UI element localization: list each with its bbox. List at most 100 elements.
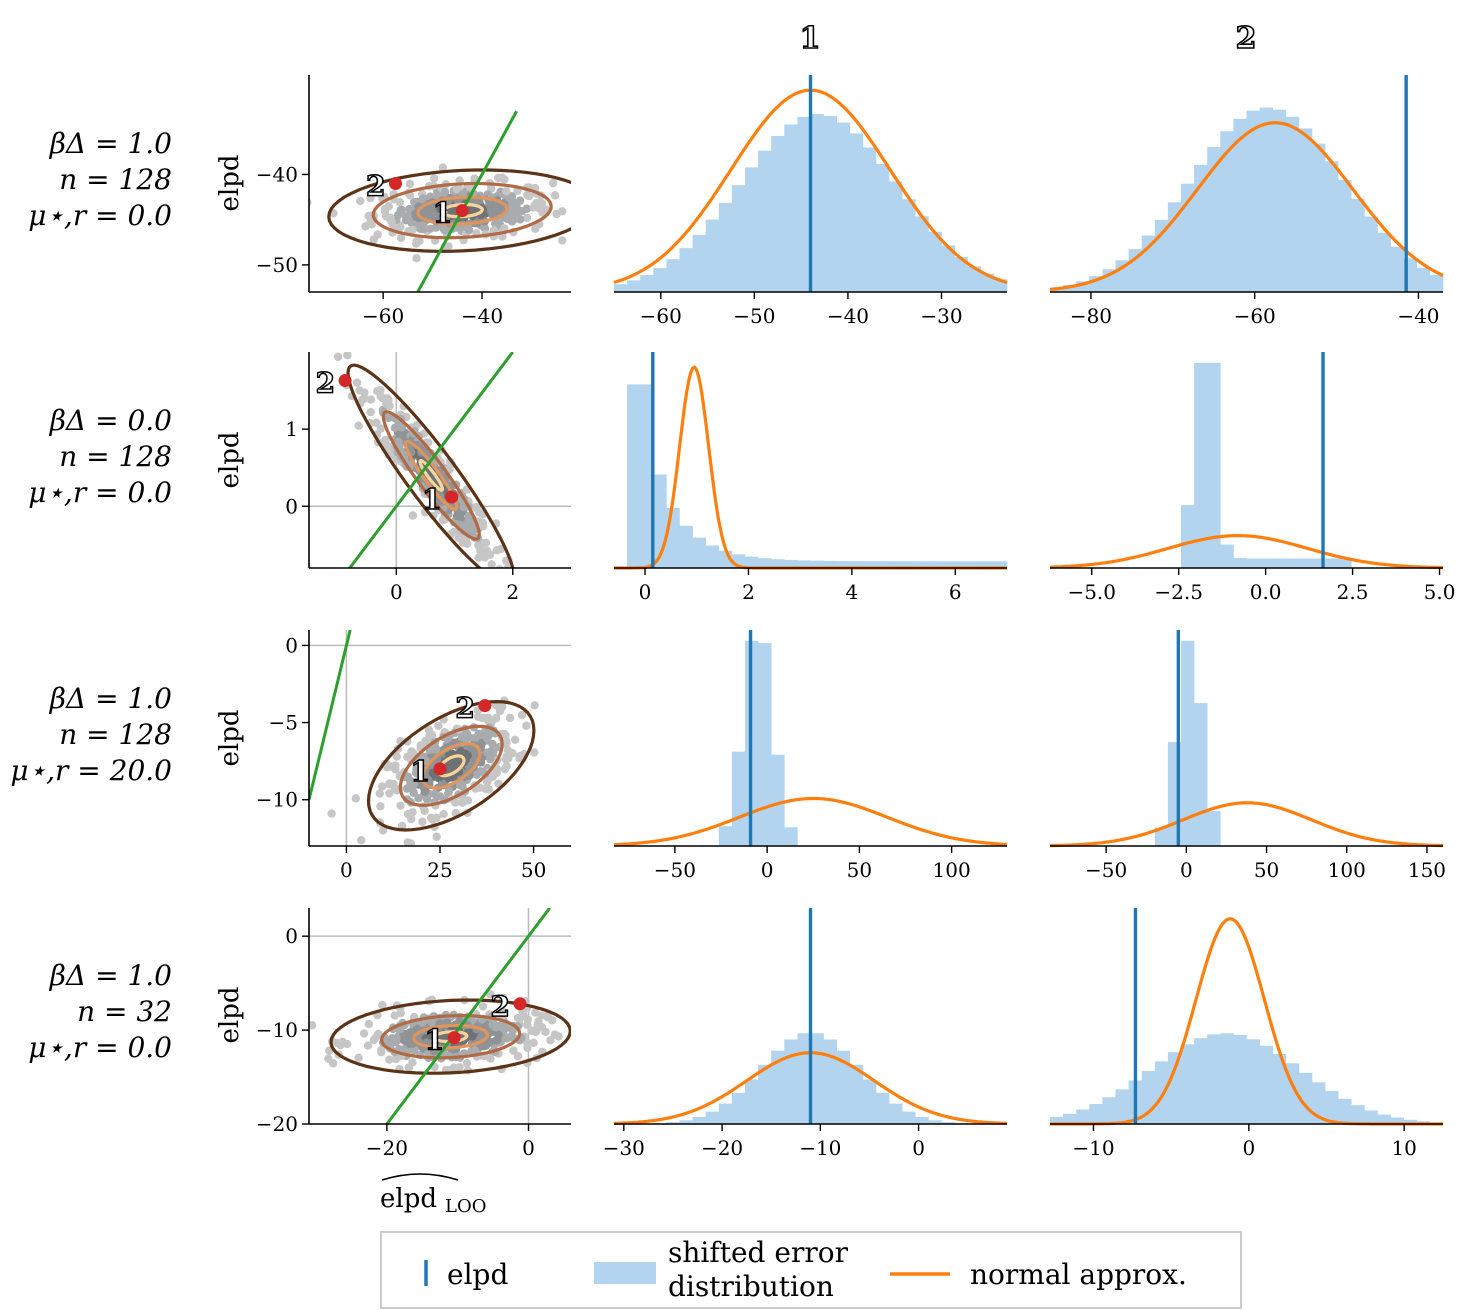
hist-bar [745, 556, 759, 568]
hist-bar [758, 150, 772, 292]
scatter-point [385, 779, 394, 788]
hist-bar [784, 827, 798, 846]
scatter-point [522, 721, 531, 730]
scatter-point [396, 233, 406, 242]
scatter-point [377, 782, 387, 791]
x-tick-label: 4 [846, 580, 859, 604]
hist-bar [758, 643, 772, 846]
hist-bar [1298, 128, 1313, 292]
scatter-point [427, 1018, 436, 1027]
scatter-point [407, 814, 416, 824]
hist-bar [666, 507, 680, 568]
highlight-point-label-2: 2 [366, 170, 385, 203]
scatter-point [487, 560, 496, 568]
hist-bar [1338, 1098, 1352, 1124]
scatter-point [434, 721, 443, 730]
x-tick-label: −80 [1070, 304, 1112, 328]
hist-bar [1089, 1104, 1103, 1124]
hist-bar [718, 1103, 733, 1124]
hist-bar [731, 751, 746, 846]
contour-level-1 [346, 363, 515, 568]
hist-bar [771, 559, 785, 568]
hist-bar [941, 561, 955, 568]
scatter-point [495, 707, 505, 716]
y-tick-label: −20 [256, 1112, 298, 1136]
scatter-point [382, 399, 391, 409]
x-tick-label: −60 [362, 304, 404, 328]
scatter-panel-4: 1 2 −20 0 −20 −10 0 [256, 908, 591, 1160]
hist-bar [731, 1092, 746, 1124]
histogram-panel-1-1: −60 −50 −40 −30 [613, 75, 1008, 328]
x-tick-label: 2.5 [1337, 580, 1369, 604]
scatter-point [309, 198, 312, 207]
hist-bar [876, 163, 890, 292]
scatter-point [583, 1032, 591, 1040]
scatter-point [425, 204, 434, 213]
x-tick-label: 0 [1180, 858, 1193, 882]
scatter-point [392, 752, 401, 761]
scatter-point [510, 735, 520, 744]
normal-approx-curve [1049, 121, 1444, 291]
x-tick-label: −50 [1085, 858, 1127, 882]
contour-level-3 [420, 742, 482, 790]
scatter-point [366, 407, 375, 417]
row-2-n: n = 128 [59, 440, 172, 473]
scatter-point [488, 772, 497, 781]
highlight-point-2 [389, 177, 403, 190]
y-axis-label-4: elpd [215, 987, 245, 1044]
scatter-point [440, 1032, 449, 1041]
x-tick-label: 0 [1242, 1136, 1255, 1160]
x-tick-label: 0.0 [1250, 580, 1282, 604]
hist-bar [784, 559, 798, 568]
highlight-point-label-2: 2 [491, 990, 510, 1023]
scatter-point [515, 215, 525, 224]
scatter-point [364, 211, 373, 221]
scatter-point [548, 178, 558, 188]
highlight-point-1 [455, 204, 469, 218]
scatter-point [480, 223, 489, 232]
scatter-point [541, 1027, 550, 1037]
scatter-point [384, 413, 393, 423]
hist-bar [758, 558, 772, 568]
scatter-point [327, 809, 336, 818]
scatter-point [471, 733, 480, 742]
scatter-point [369, 235, 379, 244]
scatter-point [400, 1033, 409, 1042]
scatter-point [354, 1053, 363, 1063]
hist-bar [967, 266, 982, 292]
histogram-panel-3-2: −50 0 50 100 150 [1050, 630, 1446, 882]
hist-bar [836, 1050, 851, 1124]
scatter-point [412, 769, 422, 778]
scatter-point [456, 780, 466, 789]
legend-hist-label-1: shifted error [668, 1236, 849, 1269]
hist-bar [1416, 267, 1431, 292]
hist-bar [1325, 558, 1339, 568]
hist-bar [1325, 1091, 1339, 1124]
hist-bar [1390, 1117, 1404, 1124]
hist-bar [1063, 1113, 1077, 1124]
x-tick-label: 50 [847, 858, 872, 882]
scatter-point [329, 1059, 338, 1068]
scatter-point [378, 1000, 387, 1010]
panel-row-3: 120 25 50−10−50−50 0 50 100 −50 0 50 100 150 [256, 630, 1446, 882]
row-2-beta: βΔ = 0.0 [49, 404, 172, 437]
scatter-point [476, 546, 485, 555]
scatter-point [523, 1020, 532, 1030]
hist-bar [692, 537, 706, 568]
scatter-point [456, 747, 466, 756]
scatter-point [530, 201, 539, 210]
hist-bar [823, 1039, 837, 1124]
x-tick-label: 100 [933, 858, 971, 882]
scatter-point [385, 789, 394, 798]
scatter-point [582, 204, 590, 212]
histogram-panel-4-1: −30 −20 −10 0 [603, 908, 1008, 1160]
hist-bar [1285, 558, 1300, 568]
hist-bar [1298, 558, 1313, 568]
highlight-point-label-1: 1 [433, 197, 452, 230]
hist-bar [1167, 202, 1182, 292]
hist-bar [1154, 827, 1169, 846]
row-3-mu: μ⋆,r = 20.0 [10, 754, 172, 787]
scatter-point [500, 729, 509, 739]
y-axis-label-2: elpd [215, 432, 245, 489]
